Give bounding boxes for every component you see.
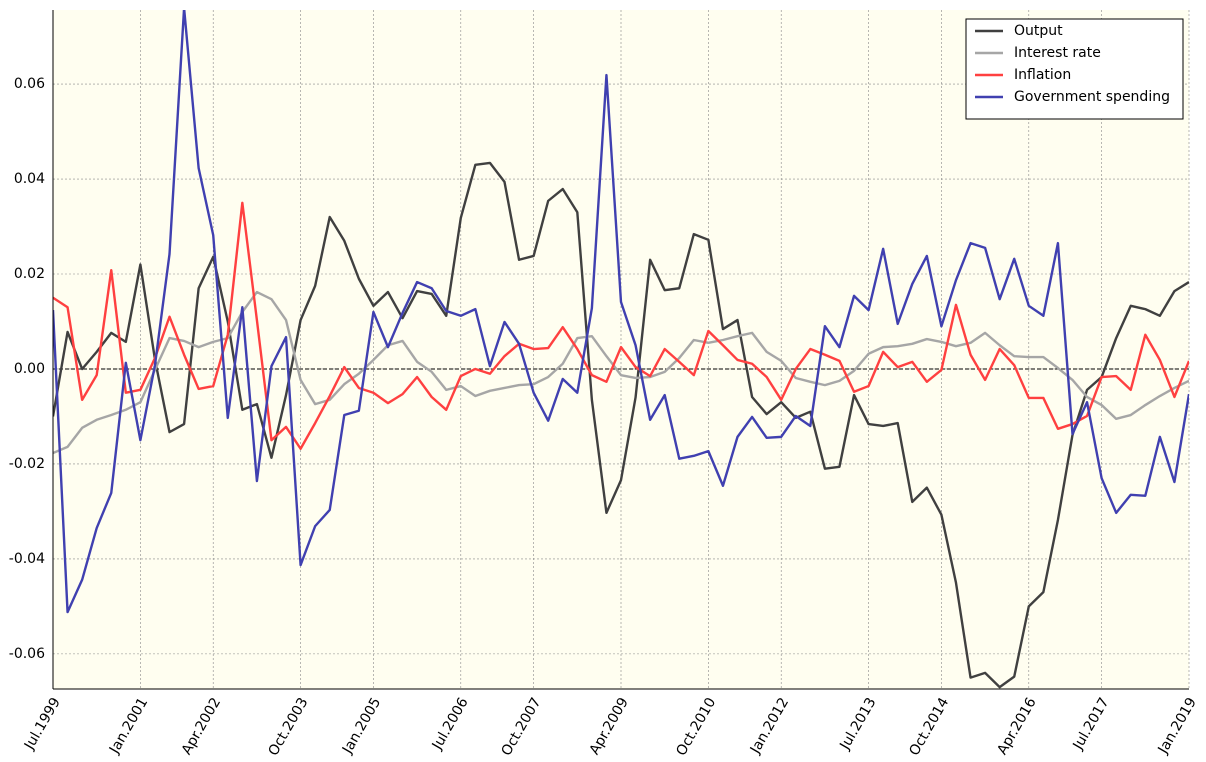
series-line bbox=[53, 161, 1189, 689]
x-tick-label: Apr.2016 bbox=[994, 695, 1039, 758]
y-tick-label: 0.06 bbox=[14, 76, 45, 92]
x-tick-label: Oct.2003 bbox=[266, 695, 312, 758]
y-tick-label: 0.02 bbox=[14, 266, 45, 282]
series-line bbox=[53, 201, 1189, 450]
y-tick-label: -0.06 bbox=[9, 646, 45, 662]
x-tick-label: Oct.2010 bbox=[673, 695, 719, 758]
x-tick-label: Jul.2013 bbox=[837, 695, 880, 753]
y-tick-label: -0.04 bbox=[9, 551, 45, 567]
x-tick-label: Jan.2012 bbox=[747, 695, 792, 757]
legend-box bbox=[965, 18, 1184, 120]
series-line bbox=[53, 10, 1189, 614]
legend-label: Inflation bbox=[1014, 67, 1071, 83]
x-tick-label: Jan.2019 bbox=[1155, 695, 1200, 757]
legend-label: Output bbox=[1014, 23, 1063, 39]
x-tick-label: Jan.2001 bbox=[106, 695, 151, 757]
x-tick-label: Oct.2014 bbox=[906, 695, 952, 758]
x-tick-label: Apr.2002 bbox=[179, 695, 224, 758]
legend-label: Interest rate bbox=[1014, 45, 1101, 61]
x-tick-label: Jan.2005 bbox=[339, 695, 384, 757]
x-tick-label: Apr.2009 bbox=[587, 695, 632, 758]
y-tick-label: -0.02 bbox=[9, 456, 45, 472]
x-tick-label: Jul.1999 bbox=[21, 695, 64, 753]
x-tick-label: Jul.2006 bbox=[429, 695, 472, 753]
x-tick-label: Oct.2007 bbox=[499, 695, 545, 758]
legend-label: Government spending bbox=[1014, 89, 1170, 105]
y-tick-label: 0.00 bbox=[14, 361, 45, 377]
x-tick-label: Jul.2017 bbox=[1070, 695, 1113, 753]
y-tick-label: 0.04 bbox=[14, 171, 45, 187]
